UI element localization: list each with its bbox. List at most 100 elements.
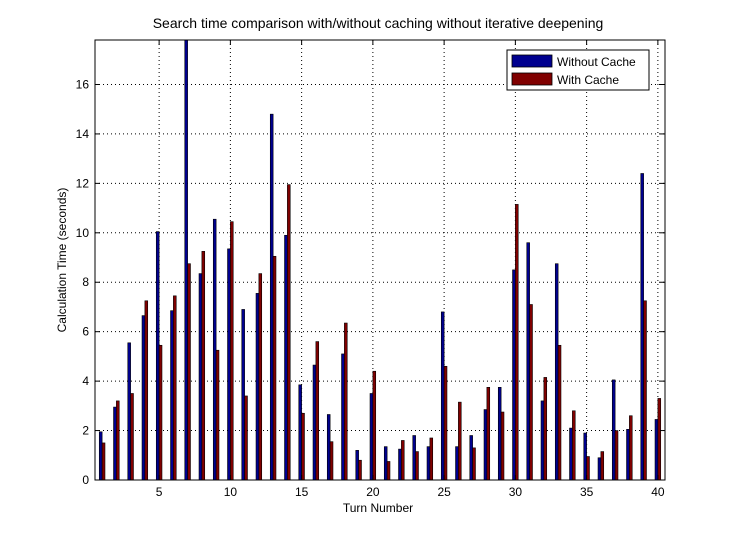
bar-with-cache-turn-1 <box>101 442 106 481</box>
bar-with-cache-turn-10 <box>230 221 234 481</box>
bar-without-cache-turn-12 <box>255 293 260 481</box>
y-tick-label: 16 <box>76 77 90 91</box>
legend-label-with-cache: With Cache <box>557 73 619 87</box>
bar-with-cache-turn-40 <box>657 398 662 481</box>
y-tick-label: 6 <box>82 325 89 339</box>
bar-with-cache-turn-39 <box>643 300 647 481</box>
bar-without-cache-turn-36 <box>597 457 602 481</box>
x-axis-label: Turn Number <box>343 501 413 515</box>
legend-swatch-with-cache <box>511 72 553 86</box>
bar-without-cache-turn-13 <box>269 113 274 481</box>
bar-with-cache-turn-25 <box>443 365 448 481</box>
bar-with-cache-turn-27 <box>472 447 476 481</box>
bar-with-cache-turn-6 <box>173 295 177 481</box>
bar-with-cache-turn-14 <box>287 184 291 481</box>
legend-swatch-without-cache <box>511 54 553 68</box>
y-tick-label: 14 <box>76 127 90 141</box>
bar-without-cache-turn-15 <box>298 384 302 481</box>
bar-with-cache-turn-33 <box>557 344 562 481</box>
bar-without-cache-turn-24 <box>426 446 431 481</box>
bar-with-cache-turn-34 <box>572 410 576 481</box>
bar-without-cache-turn-33 <box>554 263 559 481</box>
plot-area <box>95 40 665 480</box>
bar-without-cache-turn-14 <box>284 234 288 481</box>
ticks: 5 10 15 20 25 30 35 40 0 2 4 6 8 10 12 14 16 <box>76 40 665 499</box>
bar-with-cache-turn-4 <box>144 300 149 481</box>
bar-with-cache-turn-28 <box>486 387 491 481</box>
bar-with-cache-turn-12 <box>258 273 263 481</box>
bar-without-cache-turn-10 <box>227 248 231 481</box>
bar-without-cache-turn-20 <box>369 393 374 481</box>
x-tick-label: 25 <box>437 485 451 499</box>
bars <box>98 39 662 481</box>
bar-without-cache-turn-22 <box>398 448 402 481</box>
y-tick-label: 10 <box>76 226 90 240</box>
bar-with-cache-turn-9 <box>215 349 220 481</box>
bar-without-cache-turn-21 <box>383 446 388 481</box>
y-tick-label: 2 <box>82 424 89 438</box>
bar-with-cache-turn-36 <box>600 451 605 481</box>
bar-with-cache-turn-3 <box>130 393 134 481</box>
x-tick-label: 30 <box>509 485 523 499</box>
bar-without-cache-turn-7 <box>184 39 188 481</box>
bar-with-cache-turn-37 <box>614 430 619 481</box>
y-tick-label: 0 <box>82 473 89 487</box>
bar-without-cache-turn-6 <box>170 310 174 481</box>
bar-with-cache-turn-15 <box>301 412 305 481</box>
bar-without-cache-turn-11 <box>241 309 245 481</box>
x-tick-label: 35 <box>580 485 594 499</box>
bar-with-cache-turn-29 <box>500 411 505 481</box>
bar-with-cache-turn-38 <box>629 415 633 481</box>
bar-without-cache-turn-27 <box>469 435 473 481</box>
bar-without-cache-turn-17 <box>326 414 331 481</box>
bar-with-cache-turn-13 <box>272 255 277 481</box>
bar-without-cache-turn-23 <box>412 435 416 481</box>
bar-without-cache-turn-3 <box>127 342 131 481</box>
bar-with-cache-turn-20 <box>372 370 377 481</box>
bar-with-cache-turn-18 <box>344 322 348 481</box>
bar-without-cache-turn-32 <box>540 400 545 481</box>
bar-with-cache-turn-21 <box>386 461 391 481</box>
bar-with-cache-turn-19 <box>358 459 362 481</box>
y-axis-label: Calculation Time (seconds) <box>55 188 69 333</box>
x-tick-label: 40 <box>651 485 665 499</box>
bar-without-cache-turn-18 <box>341 353 345 481</box>
bar-without-cache-turn-5 <box>155 231 160 481</box>
bar-with-cache-turn-11 <box>244 395 248 481</box>
bar-with-cache-turn-24 <box>429 437 434 481</box>
y-tick-label: 4 <box>82 374 89 388</box>
bar-without-cache-turn-31 <box>526 242 530 481</box>
x-tick-label: 20 <box>366 485 380 499</box>
legend: Without Cache With Cache <box>506 49 650 91</box>
x-tick-label: 15 <box>295 485 309 499</box>
bar-without-cache-turn-35 <box>583 432 587 481</box>
chart-title: Search time comparison with/without cach… <box>153 15 604 31</box>
bar-without-cache-turn-4 <box>141 315 146 481</box>
bar-without-cache-turn-30 <box>512 269 516 481</box>
bar-without-cache-turn-40 <box>654 419 659 481</box>
bar-without-cache-turn-39 <box>640 173 644 481</box>
bar-with-cache-turn-17 <box>329 441 334 481</box>
bar-without-cache-turn-25 <box>440 311 445 481</box>
bar-with-cache-turn-26 <box>458 401 462 481</box>
x-tick-label: 10 <box>224 485 238 499</box>
axes-box <box>94 39 666 481</box>
bar-with-cache-turn-32 <box>543 377 548 481</box>
bar-with-cache-turn-5 <box>158 344 163 481</box>
bar-with-cache-turn-2 <box>116 400 120 481</box>
bar-without-cache-turn-38 <box>626 429 630 481</box>
bar-without-cache-turn-2 <box>113 406 117 481</box>
bar-with-cache-turn-16 <box>315 341 320 481</box>
bar-without-cache-turn-19 <box>355 450 359 481</box>
bar-without-cache-turn-28 <box>483 409 488 481</box>
bar-without-cache-turn-1 <box>98 431 103 481</box>
bar-without-cache-turn-29 <box>497 387 502 481</box>
bar-without-cache-turn-37 <box>611 379 616 481</box>
bar-without-cache-turn-26 <box>455 446 459 481</box>
y-tick-label: 8 <box>82 275 89 289</box>
bar-without-cache-turn-34 <box>569 427 573 481</box>
bar-with-cache-turn-7 <box>187 263 191 481</box>
bar-with-cache-turn-31 <box>529 304 533 481</box>
bar-without-cache-turn-16 <box>312 364 317 481</box>
